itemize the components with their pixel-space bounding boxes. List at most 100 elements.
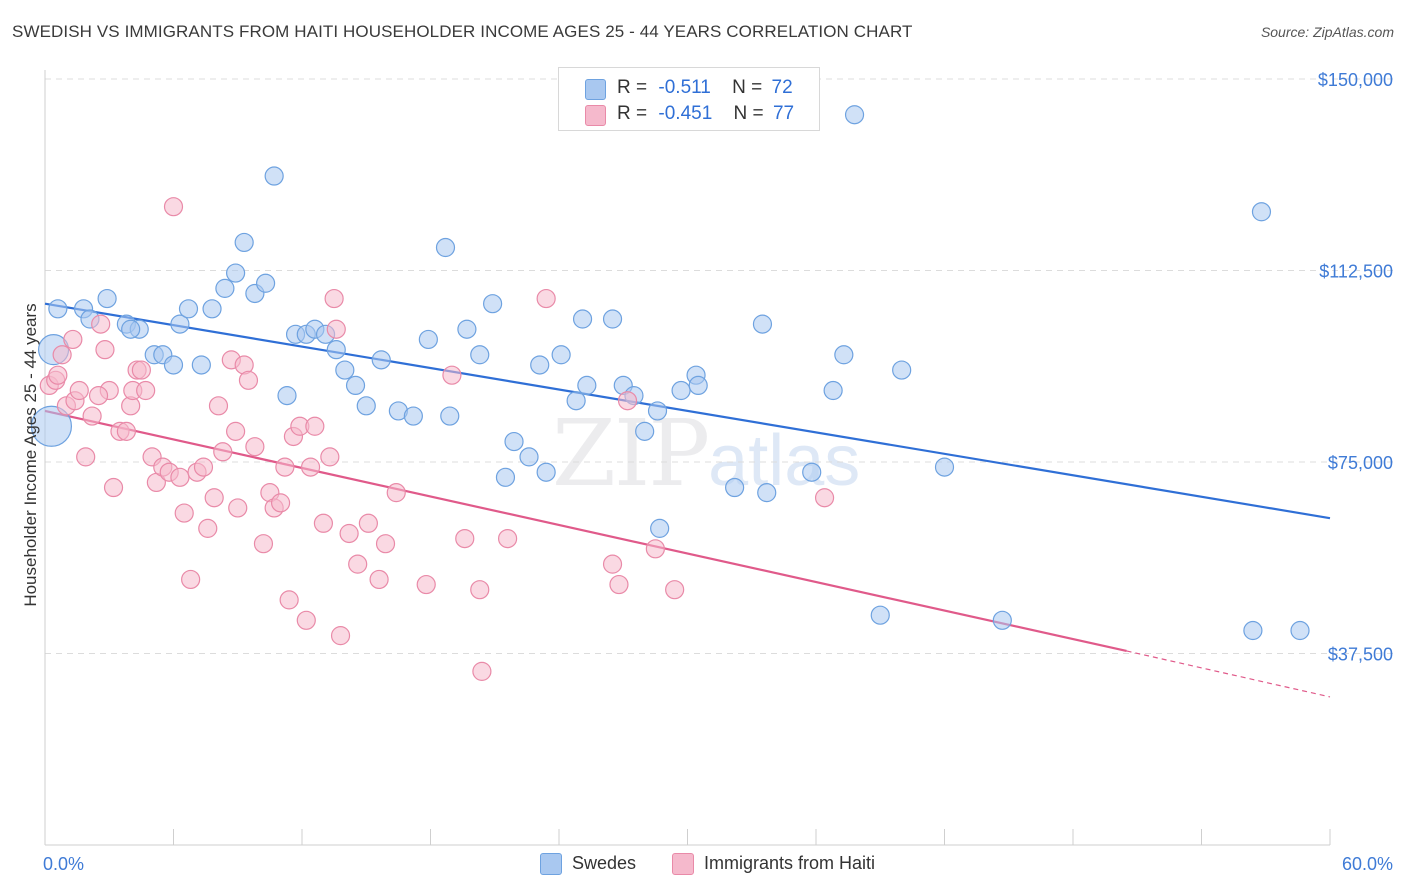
point-haiti (208, 396, 229, 416)
point-swedes (757, 483, 777, 503)
point-haiti (204, 488, 224, 508)
legend-swatch-swedes (540, 853, 562, 875)
point-swedes (823, 380, 843, 401)
point-haiti (76, 447, 96, 467)
point-haiti (270, 493, 291, 513)
point-haiti (136, 380, 156, 401)
point-haiti (455, 528, 475, 549)
y-axis-label: Householder Income Ages 25 - 44 years (21, 303, 40, 606)
point-swedes (650, 518, 670, 538)
y-tick-label: $112,500 (1319, 262, 1393, 282)
point-haiti (617, 391, 638, 411)
point-swedes (934, 457, 955, 477)
legend-r-value: -0.451 (658, 103, 713, 124)
point-swedes (688, 375, 708, 395)
point-haiti (416, 574, 436, 595)
point-haiti (63, 329, 83, 350)
point-haiti (814, 488, 835, 508)
legend-r-label: R = (617, 77, 648, 98)
point-swedes (418, 329, 438, 350)
data-points (30, 105, 1310, 681)
tick-labels: $37,500 $75,000 $112,500 $150,000 0.0% 60.0% (43, 70, 1393, 874)
point-swedes (834, 345, 854, 365)
point-haiti (326, 319, 346, 339)
point-haiti (358, 513, 378, 533)
legend-swatch-swedes (585, 79, 606, 100)
point-swedes (226, 263, 246, 283)
point-swedes (277, 386, 297, 406)
series-legend: Swedes Immigrants from Haiti (0, 852, 1406, 878)
point-swedes (870, 605, 890, 625)
point-haiti (48, 365, 68, 385)
point-haiti (348, 554, 368, 574)
point-haiti (91, 314, 111, 334)
correlation-legend: R = -0.511 N = 72 R = -0.451 N = 77 (558, 67, 820, 131)
watermark: ZIPatlas (552, 400, 860, 507)
point-haiti (313, 513, 334, 533)
legend-label-haiti: Immigrants from Haiti (704, 853, 876, 873)
point-swedes (536, 462, 556, 482)
point-swedes (345, 375, 366, 395)
trend-line-haiti-extension (1126, 650, 1331, 698)
point-haiti (181, 569, 201, 590)
point-haiti (69, 380, 89, 401)
point-haiti (536, 288, 556, 309)
legend-n-value: 72 (771, 77, 793, 98)
point-haiti (174, 503, 194, 523)
point-haiti (279, 590, 299, 610)
point-swedes (635, 421, 655, 441)
point-haiti (665, 580, 685, 600)
point-swedes (178, 299, 199, 319)
point-haiti (116, 421, 136, 441)
point-swedes (566, 391, 586, 411)
trend-line-swedes (44, 302, 1331, 520)
point-haiti (95, 340, 115, 360)
point-haiti (213, 442, 233, 462)
point-swedes (483, 294, 503, 314)
point-swedes (1290, 620, 1310, 641)
point-haiti (602, 554, 623, 574)
y-tick-label: $150,000 (1318, 70, 1393, 90)
point-haiti (103, 477, 124, 498)
point-haiti (163, 197, 184, 217)
legend-n-value: 77 (772, 103, 795, 124)
point-haiti (472, 661, 492, 681)
point-haiti (324, 288, 344, 309)
point-haiti (253, 534, 274, 554)
point-swedes (97, 288, 117, 309)
point-swedes (551, 345, 571, 365)
point-swedes (371, 350, 391, 370)
point-swedes (752, 314, 773, 334)
watermark-zip: ZIP (552, 400, 710, 507)
point-swedes (163, 355, 184, 375)
point-haiti (170, 467, 190, 487)
point-haiti (305, 416, 325, 436)
point-haiti (88, 386, 109, 406)
point-haiti (226, 421, 246, 441)
chart-source: Source: ZipAtlas.com (1260, 24, 1394, 40)
point-swedes (234, 232, 254, 253)
point-swedes (602, 309, 623, 329)
legend-swatch-haiti (672, 853, 694, 875)
point-swedes (326, 340, 346, 360)
point-haiti (131, 360, 151, 380)
point-haiti (375, 534, 396, 554)
point-haiti (198, 518, 218, 538)
point-swedes (572, 309, 593, 329)
point-haiti (52, 345, 72, 365)
point-swedes (170, 314, 190, 334)
point-swedes (504, 431, 524, 452)
point-swedes (264, 166, 284, 186)
point-swedes (519, 447, 539, 467)
legend-label-swedes: Swedes (572, 853, 637, 873)
y-tick-label: $75,000 (1328, 453, 1393, 473)
point-haiti (470, 580, 490, 600)
axes (44, 70, 1331, 846)
point-swedes (48, 299, 68, 319)
legend-n-label: N = (732, 77, 763, 98)
point-swedes (457, 319, 477, 339)
point-swedes (191, 355, 211, 375)
point-haiti (498, 528, 518, 549)
point-haiti (82, 406, 102, 426)
